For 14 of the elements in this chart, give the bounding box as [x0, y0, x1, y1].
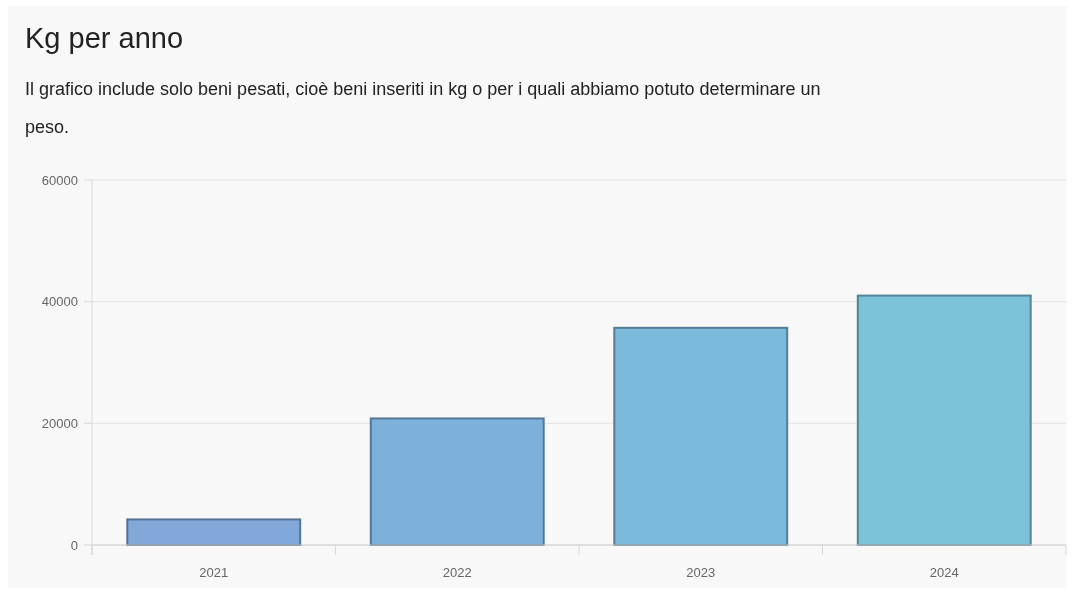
bar: [126, 518, 302, 546]
y-tick-label: 40000: [41, 294, 78, 310]
chart-subtitle: Il grafico include solo beni pesati, cioè beni inseriti in kg o per i quali abbiamo potuto determinare un peso.: [25, 79, 821, 137]
x-tick-label: 2024: [929, 565, 959, 580]
y-tick-label: 20000: [41, 415, 78, 431]
bar: [369, 417, 545, 546]
bar: [613, 326, 789, 546]
x-tick-label: 2021: [199, 565, 229, 580]
y-tick-label: 0: [70, 537, 78, 553]
chart-title: Kg per anno: [25, 22, 184, 54]
x-tick-label: 2023: [686, 565, 716, 580]
bar: [856, 294, 1032, 546]
y-tick-label: 60000: [41, 172, 78, 188]
x-tick-label: 2022: [442, 565, 472, 580]
